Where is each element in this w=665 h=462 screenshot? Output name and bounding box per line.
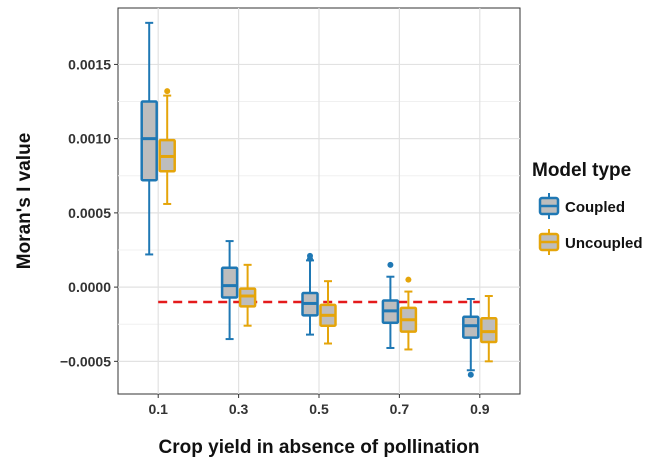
legend-items: Coupled Uncoupled <box>538 193 643 255</box>
y-tick-label: 0.0005 <box>68 205 111 221</box>
box-outlier <box>405 276 412 283</box>
box-coupled <box>220 240 239 341</box>
y-axis-title: Moran's I value <box>14 133 35 270</box>
legend-label: Uncoupled <box>565 235 643 252</box>
box-outlier <box>467 371 474 378</box>
box-outlier <box>387 261 394 268</box>
x-tick-label: 0.7 <box>390 401 410 417</box>
box-iqr <box>220 266 239 299</box>
grid-lines <box>118 8 520 394</box>
y-axis-ticks: −0.0005 0.0000 0.0005 0.0010 0.0015 <box>60 56 118 369</box>
y-tick-label: −0.0005 <box>60 353 111 369</box>
legend: Model type Coupled Uncoupled <box>532 160 643 255</box>
x-axis-ticks: 0.1 0.3 0.5 0.7 0.9 <box>148 394 490 417</box>
x-tick-label: 0.9 <box>470 401 490 417</box>
legend-item-uncoupled: Uncoupled <box>538 229 643 255</box>
box-uncoupled <box>238 263 257 327</box>
x-tick-label: 0.5 <box>309 401 329 417</box>
legend-label: Coupled <box>565 199 625 216</box>
boxes-layer <box>140 21 498 378</box>
box-coupled <box>140 21 158 256</box>
box-coupled <box>462 297 480 378</box>
legend-item-coupled: Coupled <box>538 193 625 219</box>
y-tick-label: 0.0010 <box>68 131 111 147</box>
box-uncoupled <box>399 276 418 351</box>
box-uncoupled <box>158 88 176 205</box>
box-outlier <box>307 252 313 259</box>
box-outlier <box>164 88 171 95</box>
y-tick-label: 0.0015 <box>68 56 111 72</box>
box-uncoupled <box>319 280 337 345</box>
y-tick-label: 0.0000 <box>68 279 111 295</box>
x-tick-label: 0.1 <box>148 401 168 417</box>
box-coupled <box>381 261 400 349</box>
legend-title: Model type <box>532 160 631 181</box>
box-iqr <box>140 100 158 182</box>
x-tick-label: 0.3 <box>229 401 249 417</box>
box-coupled <box>301 252 319 336</box>
x-axis-title: Crop yield in absence of pollination <box>159 437 480 458</box>
box-uncoupled <box>480 295 498 363</box>
